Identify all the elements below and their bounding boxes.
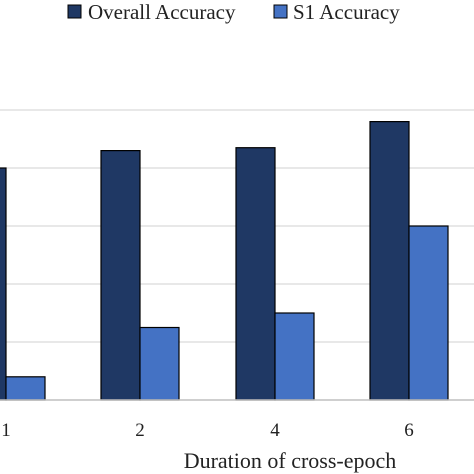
legend: Overall Accuracy S1 Accuracy: [67, 0, 400, 24]
x-tick-label-4: 4: [270, 420, 280, 441]
bar-overall-2: [100, 150, 141, 401]
legend-label-s1: S1 Accuracy: [293, 0, 400, 24]
bar-overall-4: [235, 147, 276, 401]
x-axis-title: Duration of cross-epoch: [184, 448, 397, 473]
legend-swatch-s1: [273, 4, 288, 19]
x-tick-labels: 1 2 4 6: [1, 420, 414, 441]
x-tick-label-2: 2: [135, 420, 145, 441]
bar-s1-4: [274, 312, 315, 401]
legend-label-overall: Overall Accuracy: [88, 0, 236, 24]
bars: [0, 120, 449, 401]
bar-overall-6: [369, 120, 410, 401]
bar-s1-6: [408, 225, 449, 401]
bar-overall-1: [0, 167, 7, 401]
bar-s1-1: [5, 376, 46, 401]
bar-s1-2: [139, 326, 180, 401]
x-tick-label-1: 1: [1, 420, 11, 441]
legend-swatch-overall: [67, 4, 82, 19]
x-tick-label-6: 6: [404, 420, 414, 441]
